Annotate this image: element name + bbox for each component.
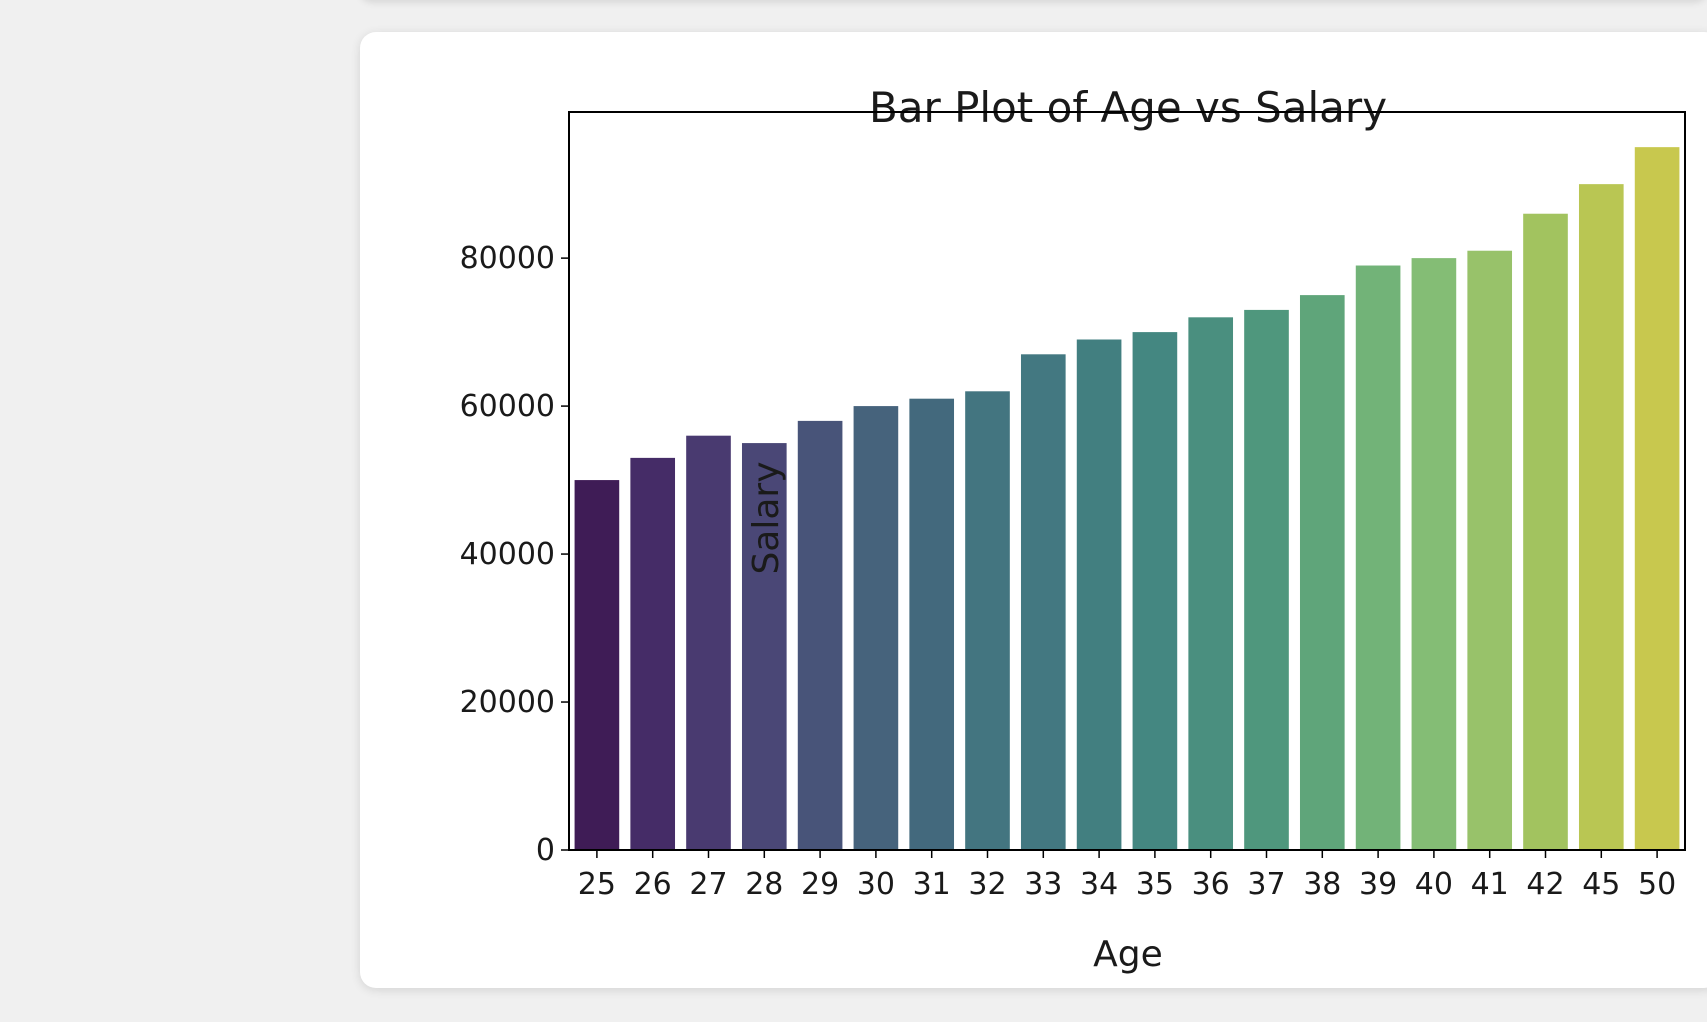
x-tick-label-26: 26 — [634, 867, 672, 902]
bar-32 — [965, 391, 1010, 850]
x-tick-label-29: 29 — [801, 867, 839, 902]
bar-34 — [1076, 339, 1122, 850]
bar-30 — [853, 406, 899, 850]
bar-35 — [1132, 332, 1178, 851]
y-tick-label-0: 0 — [536, 833, 555, 868]
x-tick-label-34: 34 — [1080, 867, 1118, 902]
y-tick-label-40000: 40000 — [460, 537, 555, 572]
bar-25 — [574, 480, 620, 850]
bar-31 — [909, 398, 955, 850]
bar-37 — [1244, 309, 1289, 850]
plot-frame — [568, 111, 1686, 851]
x-tick-label-41: 41 — [1471, 867, 1509, 902]
x-tick-label-37: 37 — [1247, 867, 1285, 902]
y-tick-label-60000: 60000 — [460, 389, 555, 424]
x-tick-label-40: 40 — [1415, 867, 1453, 902]
x-axis-label: Age — [1093, 934, 1163, 975]
bar-39 — [1355, 265, 1401, 850]
bar-40 — [1411, 258, 1457, 850]
x-tick-label-32: 32 — [968, 867, 1006, 902]
bar-41 — [1467, 250, 1513, 850]
y-tick-label-20000: 20000 — [460, 685, 555, 720]
chart-title: Bar Plot of Age vs Salary — [869, 83, 1387, 132]
bar-36 — [1188, 317, 1234, 851]
x-tick-label-42: 42 — [1526, 867, 1564, 902]
y-tick-label-80000: 80000 — [460, 241, 555, 276]
x-tick-label-45: 45 — [1582, 867, 1620, 902]
bar-33 — [1020, 354, 1066, 850]
y-axis-ticks: 0 20000 40000 60000 80000 — [460, 241, 569, 868]
bar-42 — [1523, 213, 1568, 851]
bar-28 — [741, 443, 787, 850]
bar-45 — [1578, 184, 1624, 850]
x-tick-label-50: 50 — [1638, 867, 1676, 902]
x-tick-label-38: 38 — [1303, 867, 1341, 902]
x-tick-label-35: 35 — [1136, 867, 1174, 902]
x-tick-label-27: 27 — [689, 867, 727, 902]
chart-card: Bar Plot of Age vs Salary 0 20000 40000 600… — [360, 32, 1707, 988]
x-tick-label-25: 25 — [578, 867, 616, 902]
bar-29 — [797, 420, 843, 850]
bar-50 — [1634, 147, 1680, 851]
x-tick-label-36: 36 — [1192, 867, 1230, 902]
bar-chart: Bar Plot of Age vs Salary 0 20000 40000 600… — [460, 83, 1686, 975]
x-tick-label-33: 33 — [1024, 867, 1062, 902]
x-tick-label-39: 39 — [1359, 867, 1397, 902]
x-tick-label-31: 31 — [913, 867, 951, 902]
bar-27 — [686, 435, 731, 850]
bar-38 — [1299, 295, 1345, 850]
x-tick-label-28: 28 — [745, 867, 783, 902]
y-axis-label: Salary — [746, 461, 787, 574]
bars-group — [574, 147, 1680, 851]
x-tick-label-30: 30 — [857, 867, 895, 902]
x-axis-ticks: 25 26 27 28 29 30 31 32 33 34 35 36 37 38 39 40 41 42 45 50 — [578, 850, 1676, 902]
bar-26 — [630, 457, 676, 850]
